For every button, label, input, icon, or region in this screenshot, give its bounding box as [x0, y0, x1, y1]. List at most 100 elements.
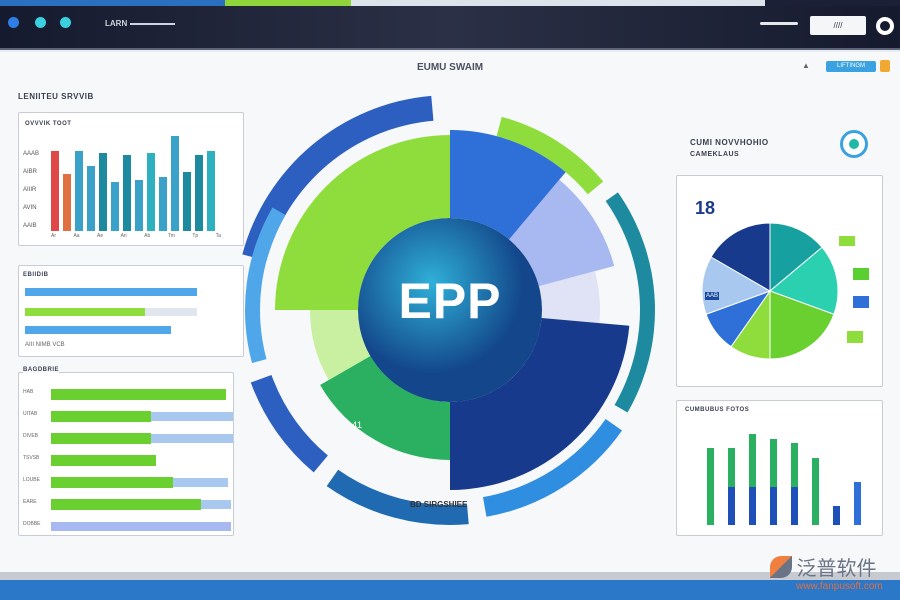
chart-bar	[87, 166, 95, 231]
green-bar	[51, 411, 151, 422]
epp-logo-text: EPP	[398, 273, 502, 329]
x-tick-label: Ae	[97, 233, 104, 239]
outer-ring-segment	[496, 116, 604, 195]
chart-bar	[147, 152, 155, 231]
chart-bar-stack	[749, 486, 756, 525]
legend-chip	[847, 331, 863, 343]
page-title: EUMU SWAIM	[416, 62, 484, 73]
x-tick-label: Aa	[73, 233, 80, 239]
pie-label: AAB	[705, 292, 720, 300]
status-ring-icon[interactable]	[840, 130, 868, 158]
green-bar	[51, 433, 151, 444]
panel-title: OVVVIK TOOT	[25, 121, 72, 127]
row-label: TSVSB	[23, 455, 40, 461]
green-bar	[51, 455, 156, 466]
right-subtitle: CAMEKLAUS	[690, 151, 740, 158]
right-title: CUMI NOVVHOHIO	[690, 138, 769, 147]
x-tick-label: Ta	[215, 233, 221, 239]
chart-bar	[728, 448, 735, 525]
green-bar	[51, 499, 201, 510]
top-strip	[0, 0, 900, 6]
brand-url: www.fanpusoft.com	[796, 581, 883, 592]
title-underline	[130, 23, 175, 25]
chart-bar	[159, 177, 167, 231]
center-circle	[358, 218, 542, 402]
progress-panel: EBIIDIB AIII NIMB VCB	[18, 265, 244, 357]
outer-ring-segment	[326, 469, 469, 526]
segment-label: 41	[352, 420, 363, 430]
ring-segment	[310, 310, 371, 380]
x-tick-label: Ab	[144, 233, 151, 239]
panel-title: CUMBUBUS FOTOS	[685, 407, 750, 413]
window-dot-cyan-2[interactable]	[60, 17, 71, 28]
green-bar	[51, 389, 226, 400]
center-caption: BD SIRGSHIEE	[410, 500, 468, 509]
y-tick-label: AAAB	[23, 151, 40, 157]
pie-slice	[710, 222, 771, 292]
panel-title: EBIIDIB	[23, 272, 49, 278]
menu-dash-icon[interactable]	[760, 22, 798, 25]
row-label: HAB	[23, 389, 34, 395]
chart-bar	[749, 433, 756, 525]
progress-bar	[25, 288, 197, 296]
chart-bar	[770, 438, 777, 525]
chart-bar-stack	[791, 486, 798, 525]
window-search-box[interactable]: ////	[810, 16, 866, 35]
brand-logo-icon	[770, 555, 792, 578]
y-tick-label: AIBR	[23, 169, 38, 175]
window-dot-blue[interactable]	[8, 17, 19, 28]
remainder-bar	[151, 434, 233, 443]
ring-segment	[450, 130, 566, 240]
row-label: DOBBE	[23, 521, 41, 527]
outer-ring-segment	[605, 192, 655, 413]
bottom-bar	[0, 572, 900, 600]
green-bars-panel: BAGDBRIE HAB UITAB DIVEB TSVSB LOUBE EARE DOBB…	[18, 367, 234, 536]
row-label: UITAB	[23, 411, 38, 417]
notification-icon[interactable]	[880, 60, 890, 72]
x-tick-label: Ar	[51, 233, 56, 239]
chart-bar-stack	[728, 486, 735, 525]
legend-chip	[853, 296, 869, 308]
chart-bar	[707, 448, 714, 525]
big-number: 18	[695, 198, 716, 218]
user-ring-icon[interactable]	[876, 17, 894, 35]
remainder-bar	[51, 522, 231, 531]
remainder-bar	[173, 478, 228, 487]
panel-title: BAGDBRIE	[23, 367, 60, 373]
pie-panel: 18 AAB	[676, 175, 883, 387]
chart-bar	[854, 481, 861, 525]
alert-icon[interactable]: ▲	[802, 61, 810, 70]
chart-bar-stack	[833, 505, 840, 525]
chart-bar	[51, 150, 59, 231]
outer-ring-segment	[250, 374, 328, 473]
panel-footer: AIII NIMB VCB	[25, 342, 65, 348]
y-tick-label: AIIIR	[23, 187, 37, 193]
y-tick-label: AAIB	[23, 223, 37, 229]
chart-bar	[791, 443, 798, 525]
chart-bar	[171, 135, 179, 231]
chart-bar	[183, 172, 191, 231]
ring-segment	[538, 271, 600, 324]
chart-bar	[111, 182, 119, 231]
window-dot-cyan[interactable]	[35, 17, 46, 28]
remainder-bar	[201, 500, 231, 509]
row-label: DIVEB	[23, 433, 39, 439]
x-tick-label: Tm	[167, 233, 175, 239]
grouped-bars-panel: CUMBUBUS FOTOS	[676, 400, 883, 536]
chart-bar	[63, 174, 71, 231]
y-tick-label: AVIN	[23, 205, 37, 211]
chart-bar-stack	[770, 486, 777, 525]
chart-bar	[75, 150, 83, 231]
ring-segment	[275, 135, 450, 310]
window-title: LARN	[105, 19, 128, 28]
x-tick-label: Tp	[192, 233, 199, 239]
title-bar	[0, 6, 900, 50]
bar-chart-panel: OVVVIK TOOT AAAB AIBR AIIIR AVIN AAIB Ar Aa Ae…	[18, 112, 244, 246]
chart-bar	[99, 152, 107, 231]
header-button[interactable]: LIFTINGM	[826, 61, 876, 72]
ring-segment	[450, 318, 630, 491]
progress-bar	[25, 326, 171, 334]
chart-bar	[123, 154, 131, 231]
green-bar	[51, 477, 173, 488]
